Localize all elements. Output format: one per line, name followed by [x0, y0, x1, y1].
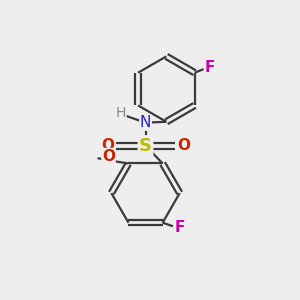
Text: O: O [102, 148, 115, 164]
Text: H: H [116, 106, 126, 120]
Text: F: F [174, 220, 185, 235]
Text: S: S [139, 136, 152, 154]
Text: O: O [177, 138, 190, 153]
Text: N: N [140, 115, 151, 130]
Text: O: O [101, 138, 114, 153]
Text: F: F [205, 60, 215, 75]
